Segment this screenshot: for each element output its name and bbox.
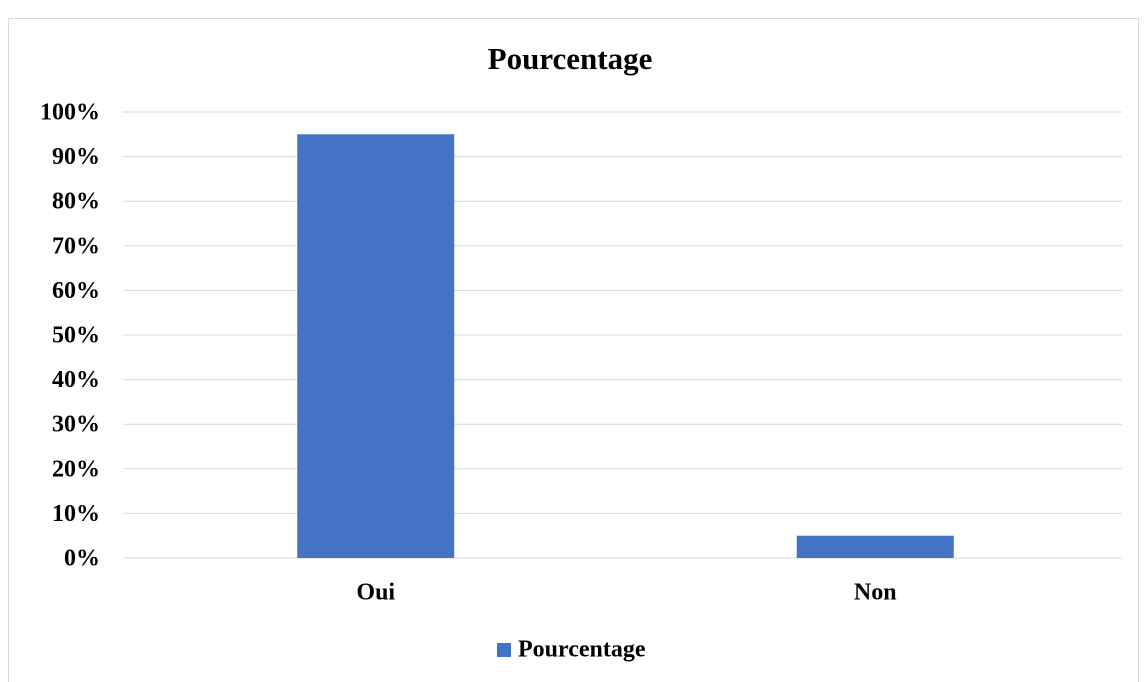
y-tick-label: 0% (64, 546, 100, 572)
y-tick-label: 90% (52, 144, 100, 170)
y-tick-label: 40% (52, 367, 100, 393)
x-tick-label: Non (854, 580, 897, 606)
chart-border (8, 18, 1139, 682)
y-tick-label: 80% (52, 189, 100, 215)
bar (796, 535, 954, 558)
legend-swatch (497, 643, 511, 657)
bar (297, 134, 455, 559)
y-tick-label: 10% (52, 501, 100, 527)
chart-title: Pourcentage (488, 41, 653, 76)
legend-label: Pourcentage (518, 637, 646, 663)
y-tick-label: 70% (52, 233, 100, 259)
y-tick-label: 100% (40, 100, 100, 126)
y-tick-label: 50% (52, 323, 100, 349)
y-tick-label: 30% (52, 412, 100, 438)
x-tick-label: Oui (356, 580, 395, 606)
y-tick-label: 60% (52, 278, 100, 304)
y-tick-label: 20% (52, 456, 100, 482)
